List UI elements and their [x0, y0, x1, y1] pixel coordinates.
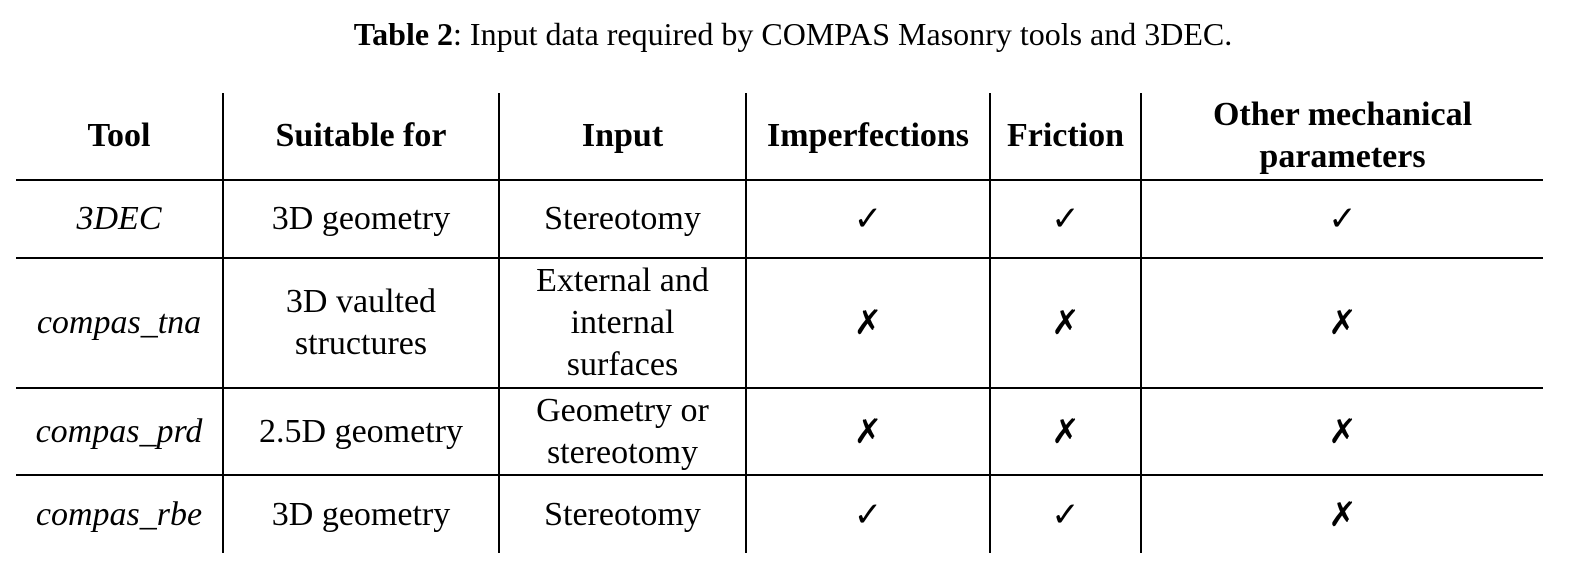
imperfections-check-icon: ✓ — [745, 180, 990, 259]
header-friction: Friction — [989, 93, 1141, 181]
table-caption: Table 2: Input data required by COMPAS M… — [0, 14, 1586, 54]
imperfections-cross-icon: ✗ — [745, 388, 990, 476]
input-cell: External and internal surfaces — [498, 258, 746, 389]
other-params-cross-icon: ✗ — [1140, 258, 1543, 389]
input-cell: Geometry or stereotomy — [498, 388, 746, 476]
input-data-table: Tool Suitable for Input Imperfections Fr… — [16, 93, 1543, 553]
imperfections-cross-icon: ✗ — [745, 258, 990, 389]
other-params-cross-icon: ✗ — [1140, 475, 1543, 553]
caption-text: : Input data required by COMPAS Masonry … — [453, 16, 1233, 52]
tool-cell: compas_rbe — [35, 495, 203, 533]
friction-check-icon: ✓ — [989, 180, 1141, 259]
friction-check-icon: ✓ — [989, 475, 1141, 553]
other-params-cross-icon: ✗ — [1140, 388, 1543, 476]
suitable-for-cell: 3D geometry — [222, 475, 499, 553]
friction-cross-icon: ✗ — [989, 258, 1141, 389]
table-header-row: Tool Suitable for Input Imperfections Fr… — [16, 93, 1543, 181]
suitable-for-cell: 3D vaulted structures — [222, 258, 499, 389]
table-row: compas_tna 3D vaulted structures Externa… — [16, 258, 1543, 389]
header-other-mechanical-parameters: Other mechanical parameters — [1140, 93, 1543, 181]
caption-label: Table 2 — [353, 16, 454, 52]
header-suitable-for: Suitable for — [222, 93, 499, 181]
table-row: compas_prd 2.5D geometry Geometry or ste… — [16, 388, 1543, 476]
table-row: 3DEC 3D geometry Stereotomy ✓ ✓ ✓ — [16, 180, 1543, 259]
tool-cell: compas_tna — [16, 258, 223, 389]
suitable-for-cell: 3D geometry — [222, 180, 499, 259]
header-imperfections: Imperfections — [745, 93, 990, 181]
input-cell: Stereotomy — [498, 180, 746, 259]
tool-cell: compas_prd — [16, 388, 223, 476]
header-input: Input — [498, 93, 746, 181]
table-row: compas_rbe 3D geometry Stereotomy ✓ ✓ ✗ — [16, 475, 1543, 553]
tool-cell: 3DEC — [16, 180, 223, 259]
other-params-check-icon: ✓ — [1140, 180, 1543, 259]
friction-cross-icon: ✗ — [989, 388, 1141, 476]
input-cell: Stereotomy — [498, 475, 746, 553]
header-tool: Tool — [16, 93, 223, 181]
imperfections-check-icon: ✓ — [745, 475, 990, 553]
suitable-for-cell: 2.5D geometry — [222, 388, 499, 476]
